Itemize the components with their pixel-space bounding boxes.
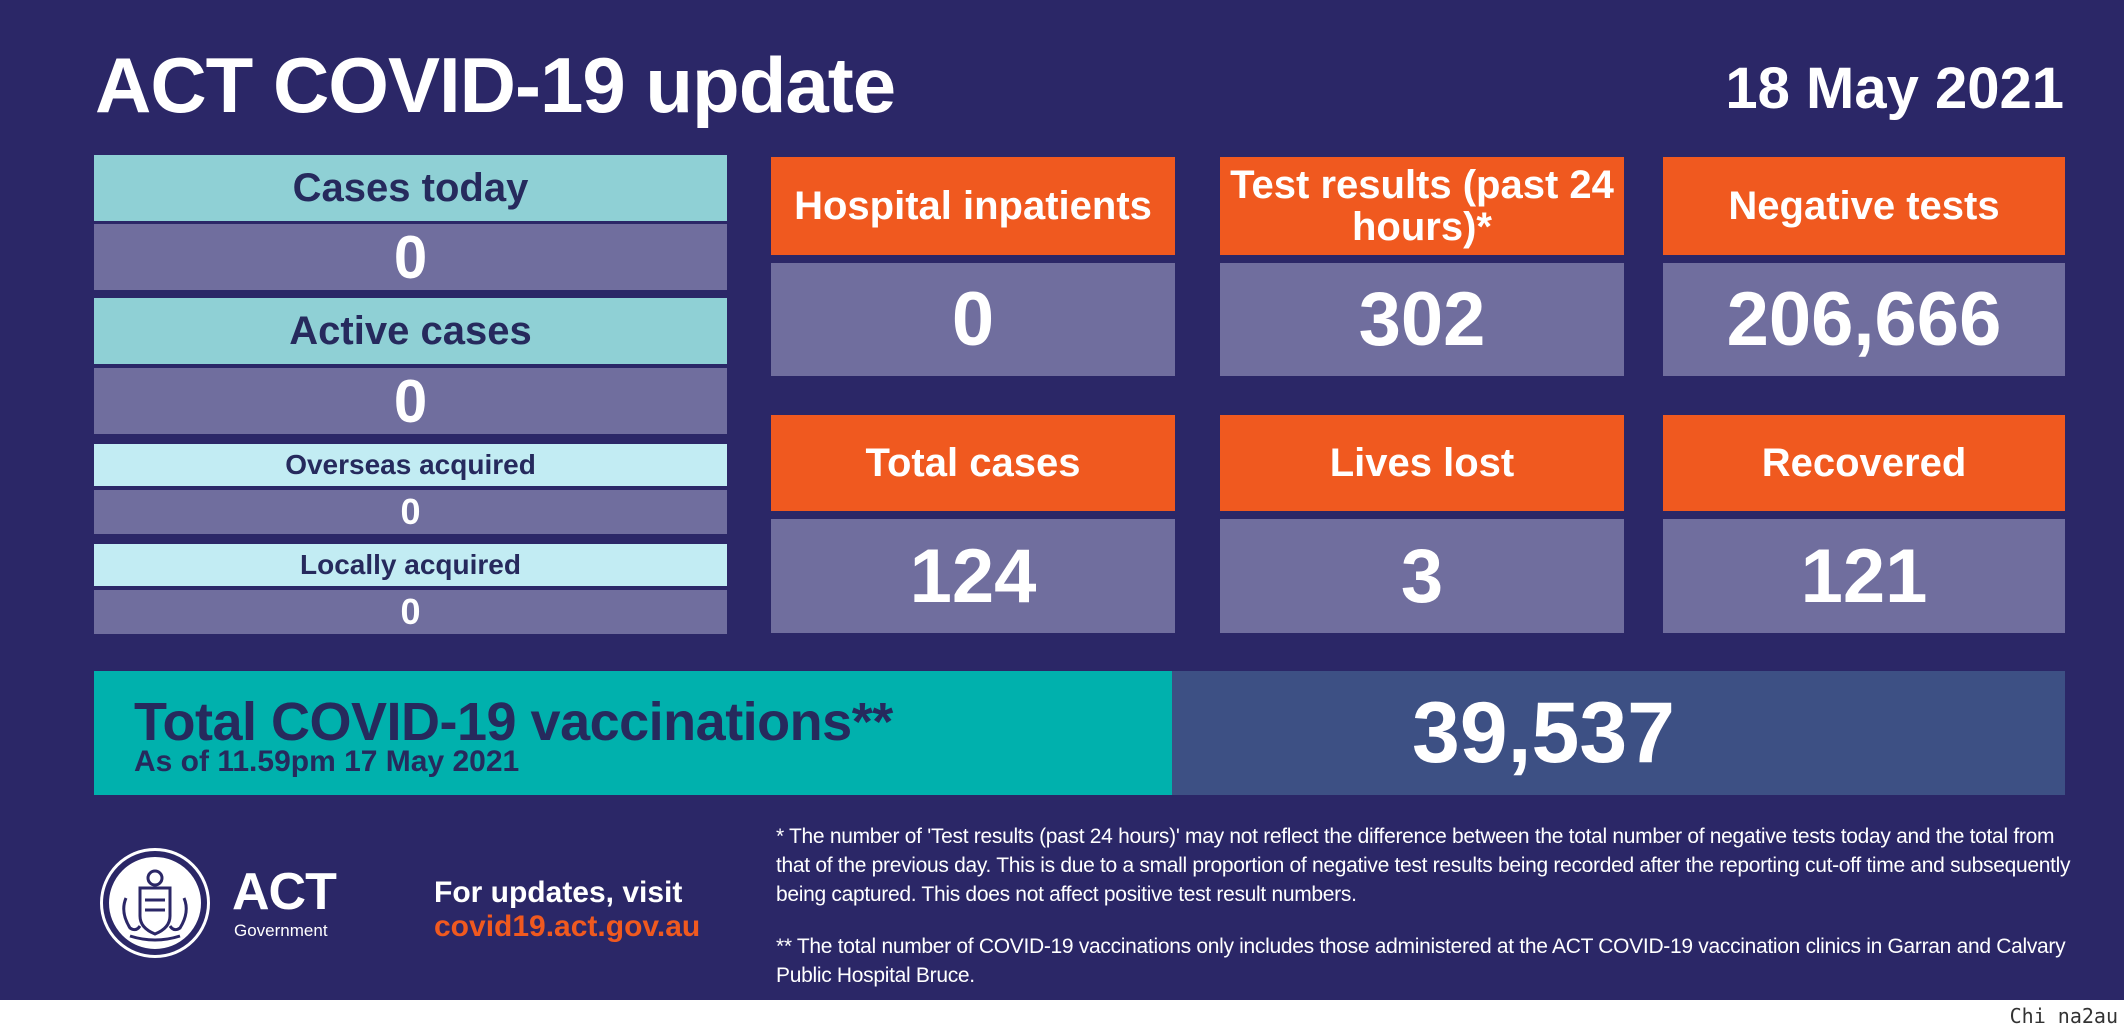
page-title: ACT COVID-19 update bbox=[95, 41, 896, 129]
coat-of-arms-icon bbox=[100, 848, 210, 958]
recovered-label: Recovered bbox=[1663, 415, 2065, 511]
vaccinations-value: 39,537 bbox=[1411, 684, 1676, 781]
active-cases-value: 0 bbox=[94, 368, 727, 435]
cases-today-label: Cases today bbox=[94, 155, 727, 221]
covid-update-panel: ACT COVID-19 update 18 May 2021 Cases to… bbox=[0, 0, 2124, 1000]
hospital-inpatients-value: 0 bbox=[771, 263, 1175, 376]
hospital-inpatients-label: Hospital inpatients bbox=[771, 157, 1175, 255]
negative-tests-label: Negative tests bbox=[1663, 157, 2065, 255]
cases-today-value: 0 bbox=[94, 224, 727, 291]
vaccinations-subtitle: As of 11.59pm 17 May 2021 bbox=[134, 745, 520, 778]
total-cases-label: Total cases bbox=[771, 415, 1175, 511]
footnote-test-results: * The number of 'Test results (past 24 h… bbox=[776, 825, 2071, 906]
watermark: Chi na2au bbox=[2009, 1004, 2118, 1028]
test-results-value: 302 bbox=[1220, 263, 1624, 376]
lives-lost-label: Lives lost bbox=[1220, 415, 1624, 511]
total-cases-value: 124 bbox=[771, 519, 1175, 633]
vaccinations-banner: Total COVID-19 vaccinations** As of 11.5… bbox=[94, 671, 1172, 795]
active-cases-label: Active cases bbox=[94, 298, 727, 364]
locally-acquired-value: 0 bbox=[94, 590, 727, 634]
test-results-label: Test results (past 24 hours)* bbox=[1220, 157, 1624, 255]
overseas-acquired-value: 0 bbox=[94, 490, 727, 534]
update-date: 18 May 2021 bbox=[1725, 56, 2064, 121]
footnote-vaccinations: ** The total number of COVID-19 vaccinat… bbox=[776, 935, 2066, 987]
vaccinations-title: Total COVID-19 vaccinations** bbox=[134, 692, 893, 752]
locally-acquired-label: Locally acquired bbox=[94, 544, 727, 586]
recovered-value: 121 bbox=[1663, 519, 2065, 633]
logo-act-text: ACT bbox=[232, 863, 337, 921]
vaccinations-value-box: 39,537 bbox=[1172, 671, 2065, 795]
logo-government-text: Government bbox=[234, 921, 328, 940]
overseas-acquired-label: Overseas acquired bbox=[94, 444, 727, 486]
updates-text: For updates, visit bbox=[434, 876, 683, 909]
lives-lost-value: 3 bbox=[1220, 519, 1624, 633]
negative-tests-value: 206,666 bbox=[1663, 263, 2065, 376]
act-government-logo: ACT Government bbox=[100, 848, 340, 968]
updates-link[interactable]: covid19.act.gov.au bbox=[434, 910, 701, 943]
